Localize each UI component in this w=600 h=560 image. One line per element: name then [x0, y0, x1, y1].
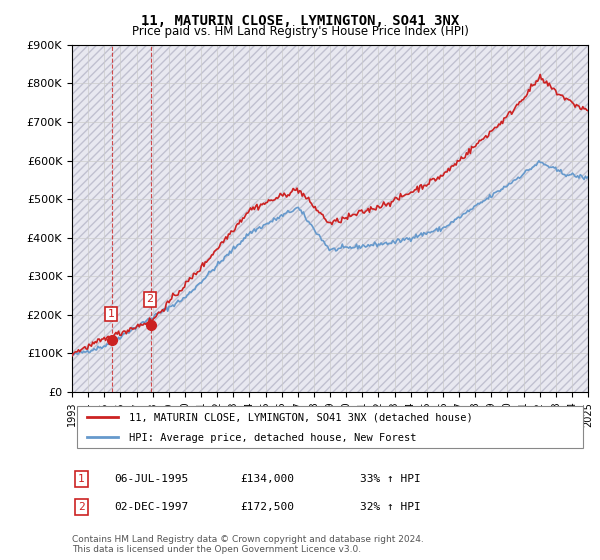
- Text: 32% ↑ HPI: 32% ↑ HPI: [360, 502, 421, 512]
- Text: 02-DEC-1997: 02-DEC-1997: [114, 502, 188, 512]
- Text: £134,000: £134,000: [240, 474, 294, 484]
- Text: 1: 1: [107, 309, 115, 319]
- Text: 2: 2: [78, 502, 85, 512]
- Text: 33% ↑ HPI: 33% ↑ HPI: [360, 474, 421, 484]
- Text: Contains HM Land Registry data © Crown copyright and database right 2024.
This d: Contains HM Land Registry data © Crown c…: [72, 535, 424, 554]
- Bar: [72, 45, 588, 392]
- Text: 1: 1: [78, 474, 85, 484]
- Text: 06-JUL-1995: 06-JUL-1995: [114, 474, 188, 484]
- Text: £172,500: £172,500: [240, 502, 294, 512]
- Text: HPI: Average price, detached house, New Forest: HPI: Average price, detached house, New …: [129, 433, 416, 444]
- Text: 11, MATURIN CLOSE, LYMINGTON, SO41 3NX: 11, MATURIN CLOSE, LYMINGTON, SO41 3NX: [141, 14, 459, 28]
- Text: 11, MATURIN CLOSE, LYMINGTON, SO41 3NX (detached house): 11, MATURIN CLOSE, LYMINGTON, SO41 3NX (…: [129, 413, 473, 422]
- FancyBboxPatch shape: [77, 405, 583, 449]
- Text: 2: 2: [146, 295, 154, 304]
- Text: Price paid vs. HM Land Registry's House Price Index (HPI): Price paid vs. HM Land Registry's House …: [131, 25, 469, 38]
